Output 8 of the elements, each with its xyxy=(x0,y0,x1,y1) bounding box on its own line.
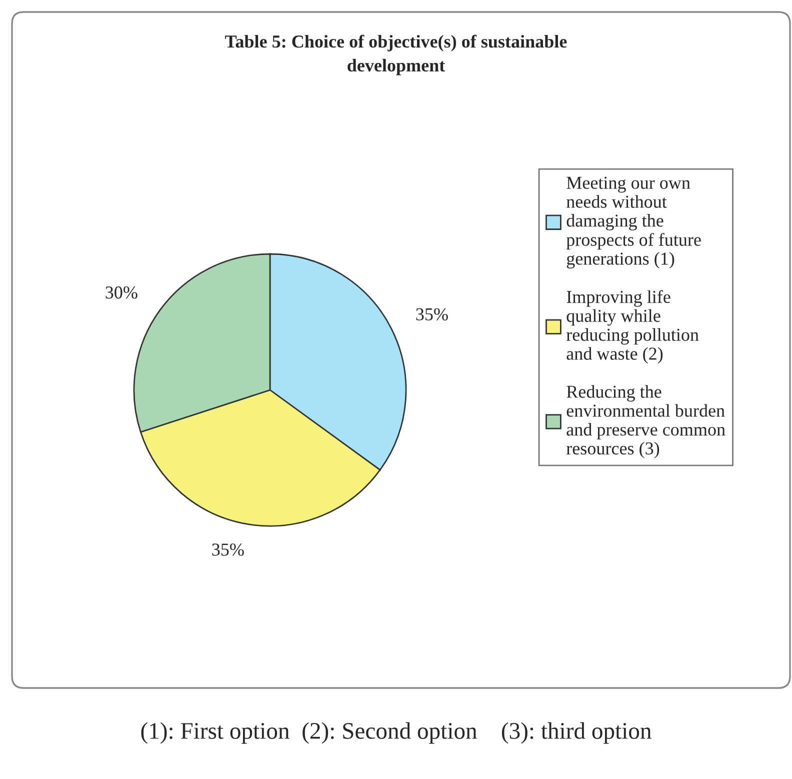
data-label: 30% xyxy=(106,286,138,299)
legend-label: Improving life quality while reducing pollution and waste (2) xyxy=(566,290,699,364)
chart-title: Table 5: Choice of objective(s) of sustainable development xyxy=(225,34,567,76)
legend-label: Meeting our own needs without damaging the prospects of future generations (1) xyxy=(566,176,701,268)
data-label: 35% xyxy=(212,544,244,556)
data-label: 35% xyxy=(416,308,448,320)
legend-label: Reducing the environmental burden and preserve common resources (3) xyxy=(566,385,726,458)
text: (1): First option (2): Second option (3): third option xyxy=(141,722,652,744)
